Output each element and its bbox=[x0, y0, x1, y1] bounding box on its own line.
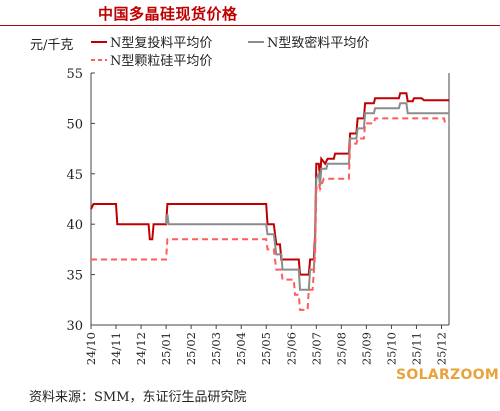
x-tick-label: 25/05 bbox=[259, 332, 273, 365]
x-tick-label: 25/11 bbox=[409, 332, 423, 365]
series-layer bbox=[90, 92, 449, 311]
x-tick-label: 25/09 bbox=[359, 332, 373, 365]
series-line-3 bbox=[91, 117, 449, 311]
source-note: 资料来源：SMM，东证衍生品研究院 bbox=[29, 390, 247, 405]
x-tick-label: 24/10 bbox=[84, 332, 98, 365]
legend-label-3: N型颗粒硅平均价 bbox=[110, 54, 212, 69]
x-tick-label: 25/02 bbox=[184, 332, 198, 365]
y-axis-label: 元/千克 bbox=[30, 38, 73, 53]
legend-label-2: N型致密料平均价 bbox=[267, 35, 369, 51]
y-tick-label: 40 bbox=[66, 218, 83, 233]
x-tick-label: 25/03 bbox=[209, 332, 223, 365]
x-tick-label: 25/08 bbox=[334, 332, 348, 365]
x-tick-label: 25/10 bbox=[384, 332, 398, 365]
series-line-2 bbox=[165, 102, 449, 291]
title-divider bbox=[0, 25, 500, 26]
legend-label-1: N型复投料平均价 bbox=[110, 35, 212, 51]
legend: N型复投料平均价 N型致密料平均价 N型颗粒硅平均价 bbox=[91, 35, 369, 69]
x-tick-label: 25/01 bbox=[159, 332, 173, 365]
watermark-logo: SOLARZOOM bbox=[396, 367, 500, 383]
axes: 元/千克 30 35 40 45 50 55 24/10 24/11 24/12 25/01 25/0… bbox=[30, 38, 450, 365]
y-tick-label: 45 bbox=[66, 168, 83, 183]
y-tick-label: 35 bbox=[66, 269, 83, 284]
y-tick-label: 50 bbox=[66, 117, 83, 132]
x-tick-label: 24/12 bbox=[134, 332, 148, 365]
x-tick-label: 25/04 bbox=[234, 332, 248, 365]
x-tick-label: 25/12 bbox=[434, 332, 448, 365]
chart-title: 中国多晶硅现货价格 bbox=[98, 5, 238, 23]
x-tick-label: 25/06 bbox=[284, 332, 298, 365]
x-tick-label: 25/07 bbox=[309, 332, 323, 365]
y-tick-label: 55 bbox=[66, 67, 83, 82]
x-tick-label: 24/11 bbox=[109, 332, 123, 365]
y-tick-label: 30 bbox=[66, 319, 83, 334]
series-line-1 bbox=[90, 92, 449, 276]
